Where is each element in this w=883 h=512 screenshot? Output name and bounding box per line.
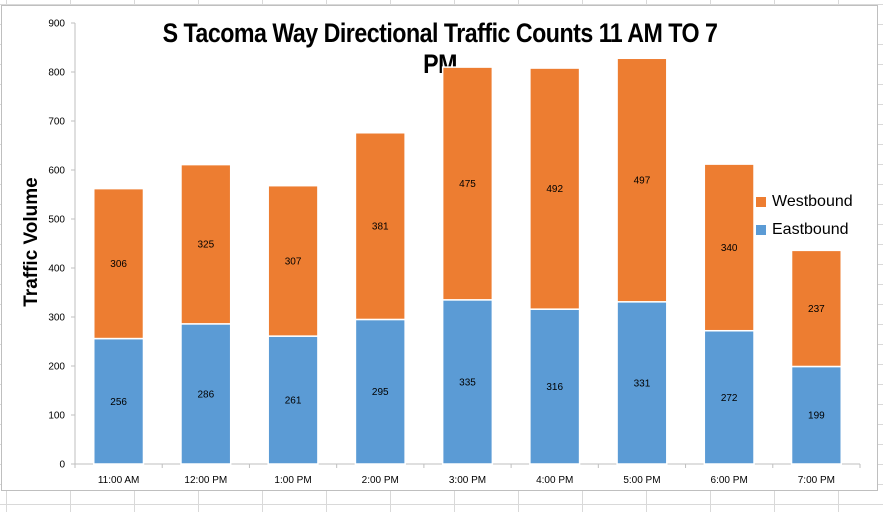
legend-label-eastbound: Eastbound (772, 221, 849, 238)
bar-eastbound (93, 337, 145, 465)
bar-eastbound (354, 318, 406, 465)
x-tick-label: 2:00 PM (362, 475, 399, 486)
bar-westbound (616, 57, 668, 303)
legend-swatch-westbound (756, 197, 766, 207)
bar-westbound (180, 163, 232, 325)
data-label-eastbound: 199 (808, 411, 825, 422)
bar-westbound (529, 67, 581, 310)
bar-eastbound (441, 299, 494, 465)
bar-eastbound (267, 335, 319, 465)
data-label-westbound: 381 (372, 222, 389, 233)
y-tick-label: 700 (48, 117, 65, 128)
data-label-westbound: 325 (197, 240, 214, 251)
bar-eastbound (703, 329, 755, 465)
data-label-westbound: 237 (808, 304, 825, 315)
bar-westbound (703, 163, 755, 332)
bar-westbound (354, 132, 406, 321)
y-tick-label: 300 (48, 313, 65, 324)
x-tick-label: 1:00 PM (274, 475, 311, 486)
data-label-eastbound: 261 (285, 396, 302, 407)
legend-item-westbound: Westbound (756, 188, 853, 216)
y-tick-label: 600 (48, 166, 65, 177)
legend-label-westbound: Westbound (772, 193, 853, 210)
legend: Westbound Eastbound (756, 188, 853, 244)
y-tick-label: 800 (48, 68, 65, 79)
data-label-westbound: 475 (459, 179, 476, 190)
bar-westbound (790, 249, 842, 368)
data-label-westbound: 340 (721, 243, 738, 254)
bar-westbound (267, 184, 319, 337)
x-tick-label: 3:00 PM (449, 475, 486, 486)
x-tick-label: 7:00 PM (798, 475, 835, 486)
y-tick-label: 0 (59, 460, 65, 471)
x-tick-label: 11:00 AM (98, 475, 140, 486)
legend-item-eastbound: Eastbound (756, 216, 853, 244)
data-label-westbound: 307 (285, 256, 302, 267)
bar-westbound (93, 187, 145, 340)
data-label-eastbound: 335 (459, 377, 476, 388)
legend-swatch-eastbound (756, 225, 766, 235)
data-label-eastbound: 316 (546, 382, 563, 393)
data-label-eastbound: 272 (721, 393, 738, 404)
data-label-eastbound: 256 (110, 397, 127, 408)
bar-westbound (441, 66, 494, 301)
bar-eastbound (616, 301, 668, 465)
data-label-eastbound: 295 (372, 387, 389, 398)
y-tick-label: 200 (48, 362, 65, 373)
x-tick-label: 5:00 PM (623, 475, 660, 486)
x-tick-label: 6:00 PM (711, 475, 748, 486)
bar-eastbound (529, 308, 581, 465)
data-label-eastbound: 331 (634, 378, 651, 389)
y-tick-label: 400 (48, 264, 65, 275)
data-label-westbound: 492 (546, 184, 563, 195)
y-tick-label: 900 (48, 19, 65, 30)
chart-title: S Tacoma Way Directional Traffic Counts … (162, 18, 718, 79)
data-label-westbound: 497 (634, 176, 651, 187)
y-tick-label: 100 (48, 411, 65, 422)
data-label-eastbound: 286 (197, 389, 214, 400)
y-tick-label: 500 (48, 215, 65, 226)
data-label-westbound: 306 (110, 259, 127, 270)
bar-eastbound (180, 323, 232, 465)
x-tick-label: 4:00 PM (536, 475, 573, 486)
x-tick-label: 12:00 PM (184, 475, 227, 486)
